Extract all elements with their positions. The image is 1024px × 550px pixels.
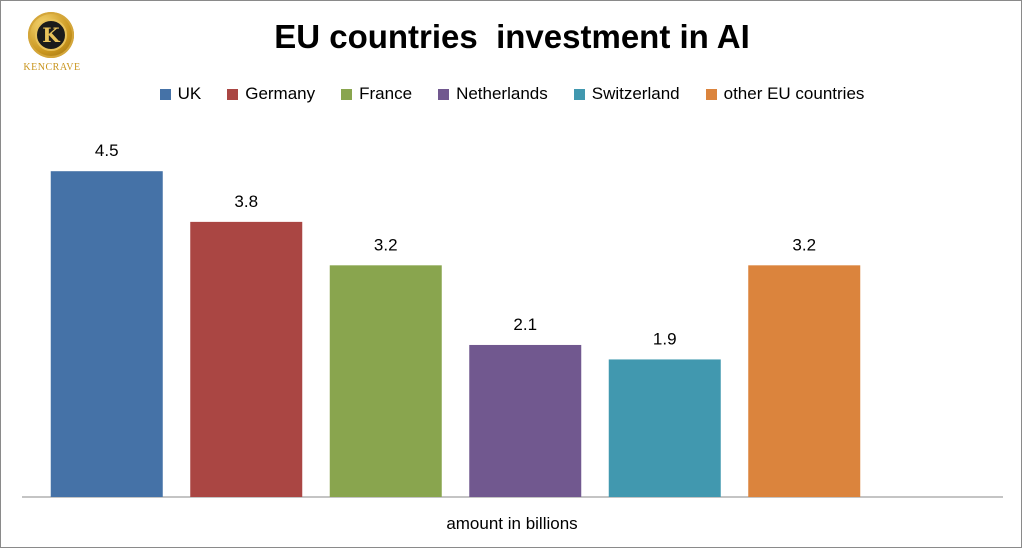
data-label: 3.8 [234, 192, 258, 211]
bar-france [329, 265, 442, 497]
legend-swatch [341, 88, 353, 100]
bar-switzerland [608, 359, 721, 497]
legend-swatch [573, 88, 585, 100]
legend-item: France [341, 84, 412, 104]
legend-item: UK [159, 84, 202, 104]
data-label: 4.5 [95, 141, 119, 160]
legend-swatch [438, 88, 450, 100]
data-label: 3.2 [374, 235, 398, 254]
x-axis-label: amount in billions [446, 514, 578, 533]
legend-item: Germany [227, 84, 315, 104]
logo-text: KENCRAVE [23, 62, 81, 73]
chart-legend: UK Germany France Netherlands Switzerland oth… [0, 84, 1024, 104]
bar-other-eu-countries [748, 265, 861, 497]
chart-title: EU countries investment in AI [274, 18, 750, 55]
data-label: 1.9 [653, 329, 677, 348]
bar-germany [190, 221, 303, 497]
logo-emblem: K [28, 12, 74, 58]
data-label: 3.2 [792, 235, 816, 254]
legend-swatch [705, 88, 717, 100]
legend-item: other EU countries [705, 84, 865, 104]
legend-swatch [159, 88, 171, 100]
data-label: 2.1 [513, 315, 537, 334]
bar-uk [50, 171, 163, 497]
legend-item: Netherlands [438, 84, 548, 104]
logo-letter: K [35, 19, 67, 51]
legend-label: Switzerland [591, 84, 680, 103]
legend-label: other EU countries [723, 84, 865, 103]
legend-label: UK [177, 84, 202, 103]
legend-label: Netherlands [456, 84, 548, 103]
legend-label: Germany [245, 84, 316, 103]
bar-netherlands [469, 344, 582, 497]
legend-item: Switzerland [573, 84, 680, 104]
kencrave-logo: K KENCRAVE [20, 12, 84, 78]
legend-label: France [359, 84, 413, 103]
legend-swatch [227, 88, 239, 100]
